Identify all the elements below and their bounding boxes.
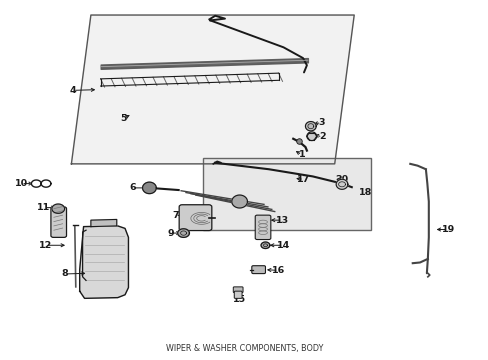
Text: 16: 16 — [271, 266, 285, 275]
FancyBboxPatch shape — [233, 287, 243, 293]
Text: 4: 4 — [69, 86, 76, 95]
Text: 18: 18 — [358, 188, 371, 197]
Text: 19: 19 — [441, 225, 454, 234]
Text: 9: 9 — [167, 229, 173, 238]
FancyBboxPatch shape — [51, 207, 66, 237]
Polygon shape — [31, 180, 41, 187]
Polygon shape — [71, 15, 353, 164]
Polygon shape — [335, 179, 347, 189]
Polygon shape — [91, 220, 117, 226]
Text: 13: 13 — [275, 216, 288, 225]
Polygon shape — [231, 195, 247, 208]
FancyBboxPatch shape — [234, 291, 242, 298]
Polygon shape — [142, 182, 156, 194]
Polygon shape — [306, 132, 316, 140]
FancyBboxPatch shape — [255, 215, 270, 239]
Polygon shape — [261, 242, 269, 248]
Bar — [203, 158, 370, 230]
Polygon shape — [80, 226, 128, 298]
Text: 10: 10 — [15, 179, 28, 188]
Polygon shape — [52, 204, 64, 213]
Polygon shape — [305, 122, 316, 131]
FancyBboxPatch shape — [179, 205, 211, 230]
Text: 20: 20 — [335, 175, 348, 184]
FancyBboxPatch shape — [251, 266, 265, 274]
Text: 17: 17 — [297, 175, 310, 184]
Text: 12: 12 — [39, 241, 52, 250]
Text: 8: 8 — [61, 269, 68, 278]
Text: 7: 7 — [172, 211, 178, 220]
Polygon shape — [177, 229, 189, 237]
Text: 5: 5 — [120, 114, 126, 123]
Text: 11: 11 — [37, 203, 50, 212]
Polygon shape — [41, 180, 51, 187]
Text: 14: 14 — [276, 241, 289, 250]
Text: 6: 6 — [129, 183, 135, 192]
Text: WIPER & WASHER COMPONENTS, BODY: WIPER & WASHER COMPONENTS, BODY — [165, 344, 323, 353]
Text: 15: 15 — [233, 294, 245, 303]
Text: 3: 3 — [318, 118, 324, 127]
Text: 2: 2 — [319, 132, 325, 141]
Text: 1: 1 — [298, 150, 305, 159]
